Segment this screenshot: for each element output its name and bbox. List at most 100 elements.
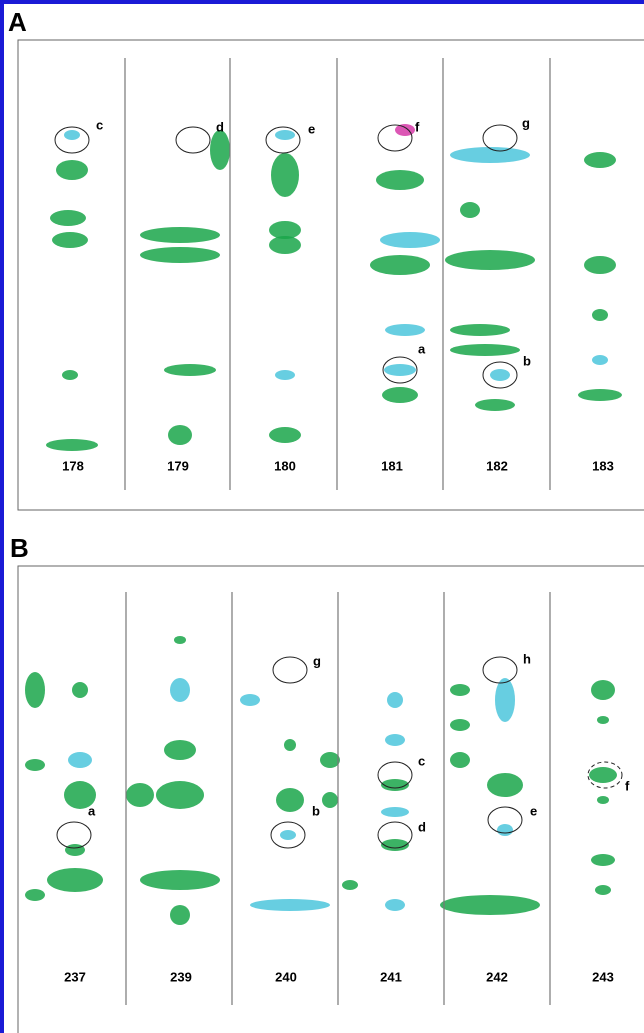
annotation-letter: f xyxy=(625,778,630,793)
peak xyxy=(25,889,45,901)
peak xyxy=(380,232,440,248)
peak xyxy=(275,130,295,140)
peak xyxy=(495,678,515,722)
peak xyxy=(385,324,425,336)
peak xyxy=(381,807,409,817)
peak xyxy=(450,752,470,768)
peak xyxy=(164,740,196,760)
annotation-letter: a xyxy=(418,341,426,356)
peak xyxy=(240,694,260,706)
peak xyxy=(385,734,405,746)
peak xyxy=(450,684,470,696)
peak xyxy=(395,124,415,136)
annotation-letter: e xyxy=(530,803,537,818)
peak xyxy=(592,309,608,321)
peak xyxy=(65,844,85,856)
peak xyxy=(387,692,403,708)
peak xyxy=(382,387,418,403)
peak xyxy=(72,682,88,698)
peak xyxy=(487,773,523,797)
peak xyxy=(280,830,296,840)
panel-label: A xyxy=(8,7,27,37)
peak xyxy=(269,236,301,254)
strip-label: 180 xyxy=(274,458,296,473)
strip-label: 243 xyxy=(592,969,614,984)
peak xyxy=(168,425,192,445)
peak xyxy=(25,672,45,708)
peak xyxy=(445,250,535,270)
peak xyxy=(450,344,520,356)
peak xyxy=(140,247,220,263)
peak xyxy=(597,796,609,804)
peak xyxy=(578,389,622,401)
strip-label: 178 xyxy=(62,458,84,473)
peak xyxy=(450,147,530,163)
peak xyxy=(46,439,98,451)
annotation-letter: f xyxy=(415,119,420,134)
peak xyxy=(584,152,616,168)
annotation-letter: h xyxy=(523,651,531,666)
annotation-letter: e xyxy=(308,121,315,136)
peak xyxy=(440,895,540,915)
strip-label: 183 xyxy=(592,458,614,473)
figure: A B 178 179 180 181 182 183 c d e f g a b 237 239 240 24… xyxy=(0,0,644,1033)
peak xyxy=(126,783,154,807)
peak xyxy=(381,779,409,791)
peak xyxy=(164,364,216,376)
peak xyxy=(140,870,220,890)
peak xyxy=(250,899,330,911)
annotation-letter: d xyxy=(418,819,426,834)
strip-label: 237 xyxy=(64,969,86,984)
figure-svg: A B 178 179 180 181 182 183 c d e f g a b 237 239 240 24… xyxy=(0,0,644,1033)
peak xyxy=(450,324,510,336)
annotation-letter: g xyxy=(522,115,530,130)
peak xyxy=(490,369,510,381)
strip-label: 241 xyxy=(380,969,402,984)
peak xyxy=(475,399,515,411)
peak xyxy=(52,232,88,248)
peak xyxy=(269,427,301,443)
peak xyxy=(140,227,220,243)
peak xyxy=(170,905,190,925)
peak xyxy=(370,255,430,275)
peak xyxy=(384,364,416,376)
annotation-letter: c xyxy=(96,117,103,132)
peak xyxy=(25,759,45,771)
peak xyxy=(584,256,616,274)
annotation-letter: d xyxy=(216,119,224,134)
annotation-letter: a xyxy=(88,803,96,818)
peak xyxy=(376,170,424,190)
peak xyxy=(320,752,340,768)
peak xyxy=(450,719,470,731)
peak xyxy=(275,370,295,380)
peak xyxy=(589,767,617,783)
peak xyxy=(591,854,615,866)
annotation-letter: b xyxy=(312,803,320,818)
strip-label: 181 xyxy=(381,458,403,473)
peak xyxy=(597,716,609,724)
strip-label: 182 xyxy=(486,458,508,473)
peak xyxy=(591,680,615,700)
peak xyxy=(322,792,338,808)
strip-label: 239 xyxy=(170,969,192,984)
peak xyxy=(284,739,296,751)
strip-label: 240 xyxy=(275,969,297,984)
strip-label: 242 xyxy=(486,969,508,984)
peak xyxy=(64,130,80,140)
strip-label: 179 xyxy=(167,458,189,473)
peak xyxy=(342,880,358,890)
peak xyxy=(381,839,409,851)
peak xyxy=(460,202,480,218)
annotation-letter: b xyxy=(523,353,531,368)
peak xyxy=(56,160,88,180)
peak xyxy=(271,153,299,197)
peak xyxy=(170,678,190,702)
peak xyxy=(50,210,86,226)
peak xyxy=(68,752,92,768)
peak xyxy=(62,370,78,380)
panel-label: B xyxy=(10,533,29,563)
peak xyxy=(210,130,230,170)
peak xyxy=(174,636,186,644)
annotation-letter: g xyxy=(313,653,321,668)
peak xyxy=(385,899,405,911)
